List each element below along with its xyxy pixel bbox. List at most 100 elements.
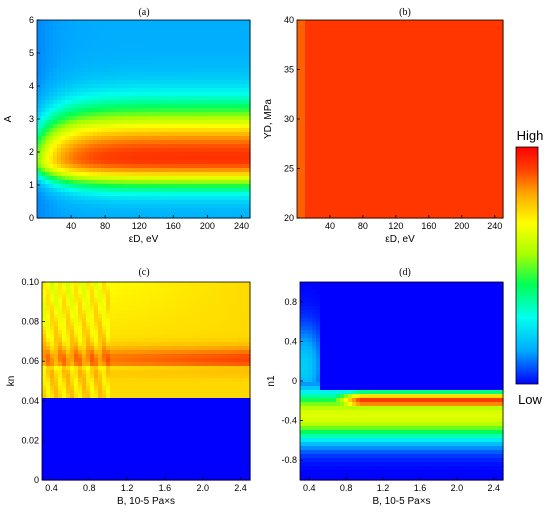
- heatmap-cell: [81, 20, 86, 25]
- heatmap-cell: [109, 80, 114, 85]
- heatmap-cell: [221, 124, 226, 129]
- heatmap-cell: [457, 176, 462, 181]
- heatmap-cell: [185, 32, 190, 37]
- heatmap-cell: [301, 112, 306, 117]
- heatmap-cell: [337, 160, 342, 165]
- heatmap-cell: [165, 32, 170, 37]
- heatmap-cell: [137, 108, 142, 113]
- heatmap-cell: [69, 52, 74, 57]
- heatmap-cell: [49, 52, 54, 57]
- heatmap-cell: [321, 164, 326, 169]
- heatmap-cell: [201, 96, 206, 101]
- heatmap-cell: [209, 180, 214, 185]
- heatmap-cell: [465, 192, 470, 197]
- heatmap-cell: [145, 180, 150, 185]
- heatmap-cell: [381, 164, 386, 169]
- heatmap-cell: [81, 208, 86, 213]
- heatmap-cell: [233, 40, 238, 45]
- heatmap-cell: [41, 196, 46, 201]
- heatmap-cell: [389, 120, 394, 125]
- heatmap-cell: [133, 208, 138, 213]
- heatmap-cell: [185, 148, 190, 153]
- heatmap-cell: [93, 156, 98, 161]
- heatmap-cell: [405, 120, 410, 125]
- heatmap-cell: [373, 152, 378, 157]
- heatmap-cell: [465, 196, 470, 201]
- heatmap-cell: [225, 208, 230, 213]
- heatmap-cell: [145, 208, 150, 213]
- heatmap-cell: [209, 164, 214, 169]
- heatmap-cell: [393, 184, 398, 189]
- heatmap-cell: [445, 96, 450, 101]
- heatmap-cell: [97, 100, 102, 105]
- heatmap-cell: [229, 104, 234, 109]
- heatmap-cell: [173, 160, 178, 165]
- heatmap-cell: [441, 140, 446, 145]
- heatmap-cell: [77, 168, 82, 173]
- heatmap-cell: [445, 188, 450, 193]
- heatmap-cell: [389, 148, 394, 153]
- heatmap-cell: [233, 120, 238, 125]
- heatmap-cell: [449, 196, 454, 201]
- heatmap-cell: [181, 200, 186, 205]
- heatmap-cell: [477, 52, 482, 57]
- heatmap-cell: [465, 84, 470, 89]
- heatmap-cell: [305, 192, 310, 197]
- heatmap-cell: [201, 204, 206, 209]
- heatmap-cell: [237, 144, 242, 149]
- heatmap-cell: [357, 60, 362, 65]
- heatmap-cell: [177, 160, 182, 165]
- heatmap-cell: [177, 100, 182, 105]
- heatmap-cell: [133, 196, 138, 201]
- heatmap-cell: [365, 116, 370, 121]
- heatmap-cell: [209, 184, 214, 189]
- heatmap-cell: [369, 80, 374, 85]
- heatmap-cell: [317, 32, 322, 37]
- heatmap-cell: [89, 80, 94, 85]
- heatmap-cell: [413, 96, 418, 101]
- heatmap-cell: [453, 172, 458, 177]
- heatmap-cell: [333, 112, 338, 117]
- heatmap-cell: [385, 204, 390, 209]
- heatmap-cell: [373, 160, 378, 165]
- heatmap-cell: [65, 180, 70, 185]
- heatmap-cell: [433, 32, 438, 37]
- heatmap-cell: [233, 176, 238, 181]
- heatmap-cell: [313, 96, 318, 101]
- heatmap-cell: [169, 48, 174, 53]
- heatmap-cell: [217, 24, 222, 29]
- heatmap-cell: [113, 144, 118, 149]
- heatmap-cell: [69, 44, 74, 49]
- heatmap-cell: [105, 24, 110, 29]
- heatmap-cell: [129, 168, 134, 173]
- heatmap-cell: [77, 88, 82, 93]
- heatmap-cell: [389, 24, 394, 29]
- heatmap-cell: [385, 32, 390, 37]
- heatmap-cell: [225, 20, 230, 25]
- heatmap-cell: [41, 212, 46, 217]
- heatmap-cell: [37, 200, 42, 205]
- heatmap-cell: [365, 132, 370, 137]
- heatmap-cell: [389, 44, 394, 49]
- heatmap-cell: [329, 192, 334, 197]
- heatmap-cell: [233, 156, 238, 161]
- heatmap-cell: [53, 24, 58, 29]
- heatmap-cell: [309, 76, 314, 81]
- heatmap-cell: [421, 104, 426, 109]
- heatmap-cell: [353, 120, 358, 125]
- heatmap-cell: [113, 160, 118, 165]
- heatmap-cell: [73, 168, 78, 173]
- heatmap-cell: [401, 164, 406, 169]
- heatmap-cell: [89, 216, 94, 219]
- heatmap-cell: [393, 208, 398, 213]
- heatmap-cell: [297, 32, 302, 37]
- heatmap-cell: [473, 156, 478, 161]
- heatmap-cell: [185, 208, 190, 213]
- heatmap-cell: [217, 88, 222, 93]
- heatmap-cell: [209, 132, 214, 137]
- heatmap-cell: [41, 128, 46, 133]
- heatmap-cell: [241, 184, 246, 189]
- heatmap-cell: [109, 36, 114, 41]
- heatmap-cell: [205, 28, 210, 33]
- heatmap-cell: [121, 160, 126, 165]
